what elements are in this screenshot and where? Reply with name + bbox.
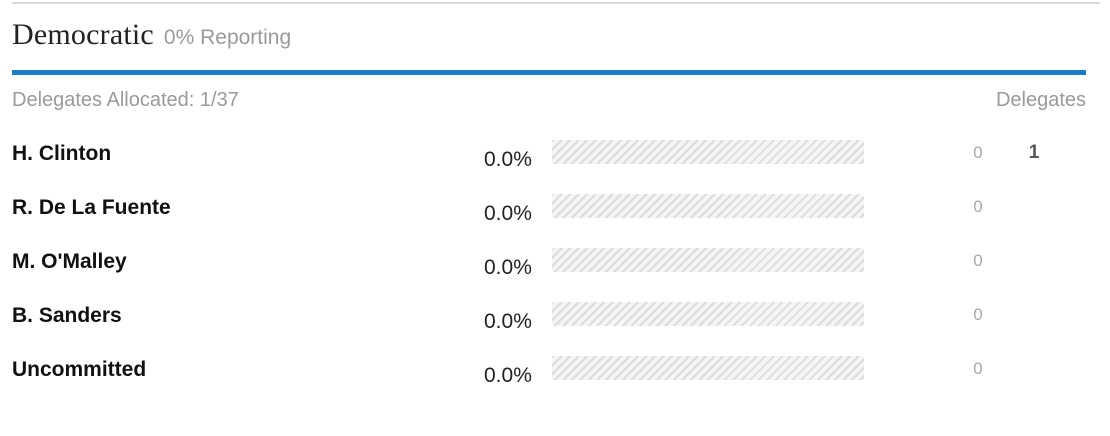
candidate-row: M. O'Malley 0.0% 0 [0,248,1110,288]
vote-percent: 0.0% [484,256,532,279]
candidate-name: H. Clinton [12,142,112,165]
vote-percent: 0.0% [484,310,532,333]
delegate-count: 0 [973,197,983,216]
vote-share-bar [552,302,864,326]
top-divider [12,2,1100,4]
candidate-name: R. De La Fuente [12,196,171,219]
reporting-status: 0% Reporting [163,26,292,49]
candidate-name: M. O'Malley [12,250,127,273]
delegate-count: 0 [973,143,983,162]
vote-percent: 0.0% [484,148,532,171]
delegates-allocated-label: Delegates Allocated: 1/37 [12,89,239,111]
vote-share-bar [552,356,864,380]
superdelegate-count: 1 [1028,142,1040,163]
results-subheader: Delegates Allocated: 1/37 Delegates [12,89,1086,117]
candidate-name: B. Sanders [12,304,122,327]
candidate-name: Uncommitted [12,358,147,381]
party-title: Democratic [12,18,154,51]
party-accent-bar [12,70,1086,75]
vote-share-bar [552,194,864,218]
delegate-count: 0 [973,305,983,324]
vote-percent: 0.0% [484,364,532,387]
candidate-row: H. Clinton 0.0% 0 1 [0,140,1110,180]
candidate-row: Uncommitted 0.0% 0 [0,356,1110,396]
candidate-row: R. De La Fuente 0.0% 0 [0,194,1110,234]
vote-share-bar [552,248,864,272]
candidate-row: B. Sanders 0.0% 0 [0,302,1110,342]
delegate-count: 0 [973,359,983,378]
vote-share-bar [552,140,864,164]
delegate-count: 0 [973,251,983,270]
vote-percent: 0.0% [484,202,532,225]
results-header: Democratic 0% Reporting [12,18,291,58]
delegates-column-header: Delegates [995,89,1086,111]
